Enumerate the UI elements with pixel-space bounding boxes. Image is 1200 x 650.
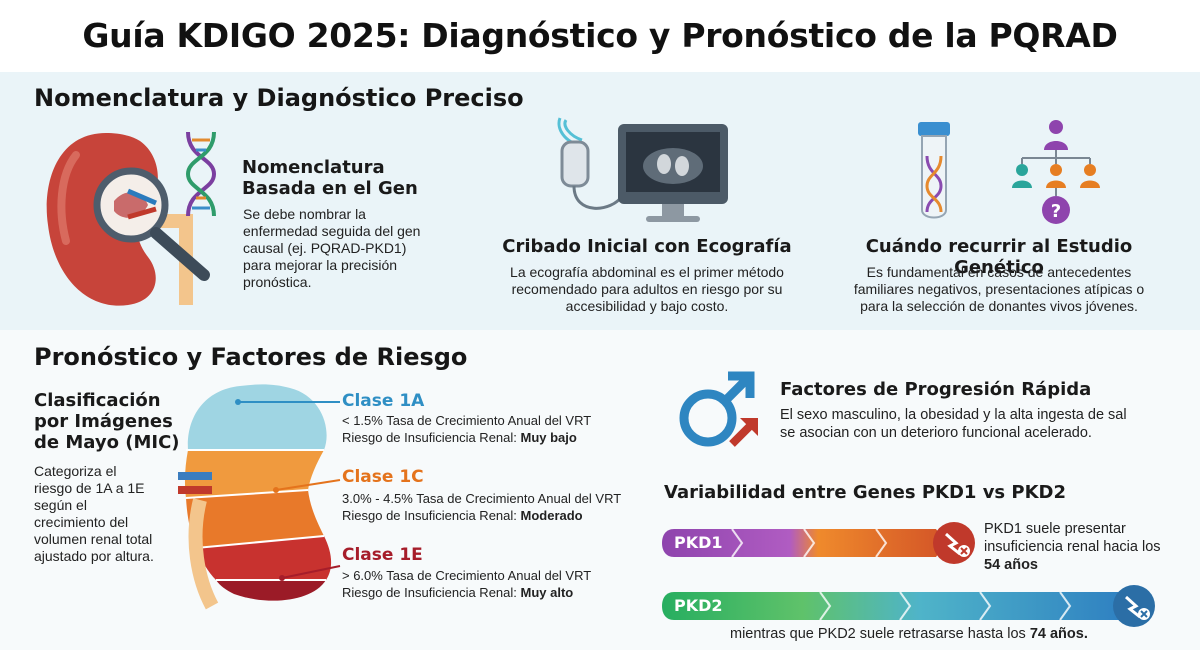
pkd1-label: PKD1 [674, 533, 723, 552]
rapid-progression-title: Factores de Progresión Rápida [780, 379, 1092, 400]
class-1b-segment [184, 450, 324, 498]
question-mark-icon: ? [1051, 201, 1061, 222]
class-1a-growth: < 1.5% Tasa de Crecimiento Anual del VRT [342, 413, 592, 428]
dna-icon [185, 131, 217, 217]
gene-nomenclature-title-line2: Basada en el Gen [242, 178, 418, 199]
kidney-magnifier-icon [46, 133, 210, 306]
class-1c-growth: 3.0% - 4.5% Tasa de Crecimiento Anual de… [342, 491, 622, 506]
class-1e-risk: Riesgo de Insuficiencia Renal: Muy alto [342, 585, 574, 600]
ultrasound-text: La ecografía abdominal es el primer méto… [510, 264, 784, 314]
gene-nomenclature-title-line1: Nomenclatura [242, 157, 385, 178]
mayo-text: Categoriza el riesgo de 1A a 1E según el… [34, 463, 154, 564]
family-tree-icon: ? [1012, 120, 1100, 224]
diagnosis-section [0, 72, 1200, 330]
rapid-progression-text: El sexo masculino, la obesidad y la alta… [780, 407, 1127, 441]
genetic-testing-title: Cuándo recurrir al Estudio Genético [865, 236, 1133, 278]
ultrasound-title: Cribado Inicial con Ecografía [502, 236, 792, 257]
pkd1-timeline [662, 522, 975, 564]
class-1d-segment [196, 536, 332, 580]
mayo-title: Clasificación por Imágenes de Mayo (MIC) [34, 390, 180, 453]
class-1a-risk: Riesgo de Insuficiencia Renal: Muy bajo [342, 430, 577, 445]
class-1c-label: Clase 1C [342, 467, 424, 487]
class-1e-segment [216, 580, 326, 601]
class-1a-label: Clase 1A [342, 391, 425, 411]
class-1e-growth: > 6.0% Tasa de Crecimiento Anual del VRT [342, 568, 592, 583]
class-1e-label: Clase 1E [342, 545, 423, 565]
prognosis-heading: Pronóstico y Factores de Riesgo [34, 343, 468, 371]
class-1c-risk: Riesgo de Insuficiencia Renal: Moderado [342, 508, 583, 523]
class-1a-segment [187, 384, 327, 450]
pkd2-label: PKD2 [674, 596, 723, 615]
test-tube-dna-icon [918, 122, 950, 219]
pkd2-timeline [662, 585, 1155, 627]
genetic-testing-text: Es fundamental en casos de antecedentes … [853, 264, 1145, 314]
male-symbol-icon [679, 371, 758, 447]
pkd2-note: mientras que PKD2 suele retrasarse hasta… [730, 626, 1088, 642]
diagnosis-heading: Nomenclatura y Diagnóstico Preciso [34, 84, 524, 112]
mayo-kidney-segments [178, 384, 341, 610]
gene-nomenclature-text: Se debe nombrar la enfermedad seguida de… [243, 206, 421, 290]
variability-title: Variabilidad entre Genes PKD1 vs PKD2 [664, 482, 1067, 503]
ultrasound-monitor-icon [557, 117, 728, 222]
gene-nomenclature-title: Nomenclatura Basada en el Gen [242, 157, 418, 199]
class-1c-segment [186, 490, 324, 548]
pkd1-note: PKD1 suele presentar insuficiencia renal… [984, 521, 1161, 573]
page-title: Guía KDIGO 2025: Diagnóstico y Pronóstic… [82, 16, 1118, 55]
